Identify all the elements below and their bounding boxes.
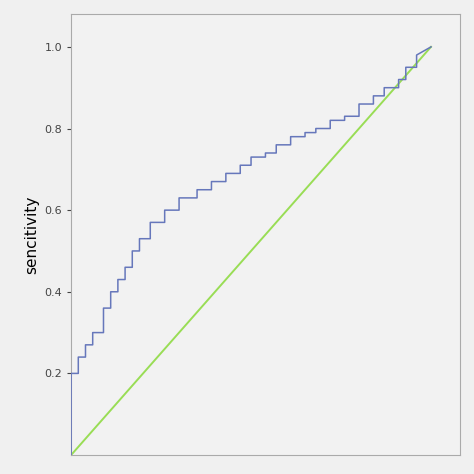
Y-axis label: sencitivity: sencitivity	[24, 195, 39, 274]
